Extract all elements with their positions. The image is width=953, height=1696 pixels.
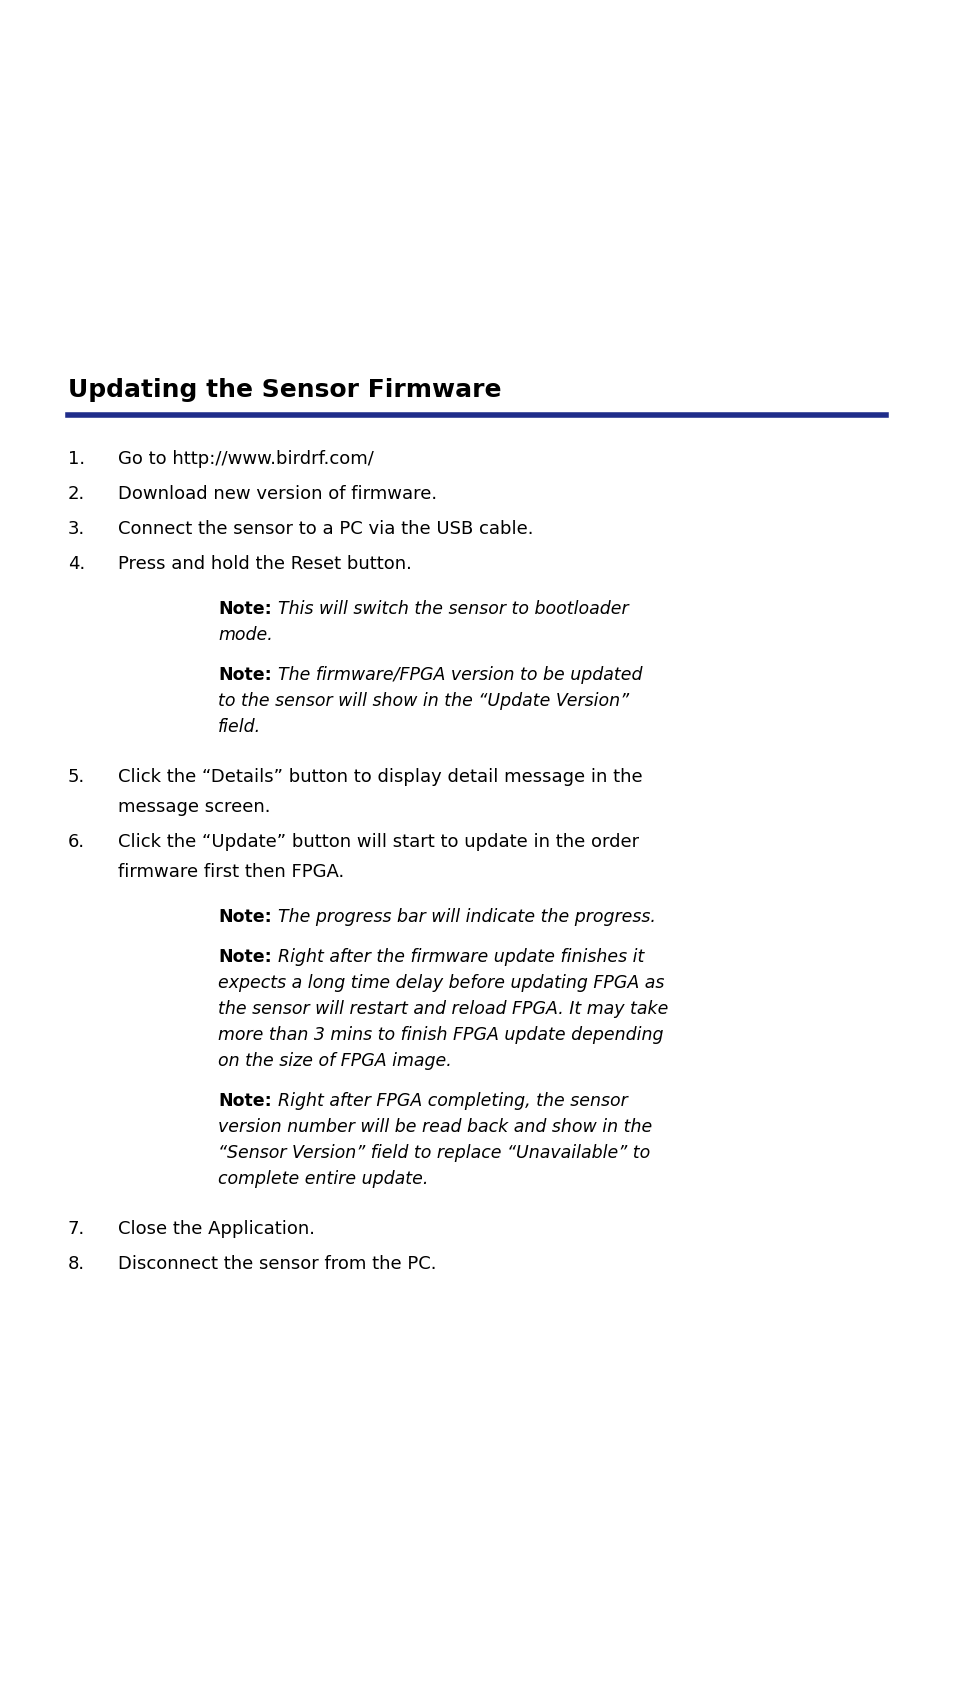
Text: 1.: 1. xyxy=(68,449,85,468)
Text: Press and hold the Reset button.: Press and hold the Reset button. xyxy=(118,555,412,573)
Text: Connect the sensor to a PC via the USB cable.: Connect the sensor to a PC via the USB c… xyxy=(118,521,533,538)
Text: Close the Application.: Close the Application. xyxy=(118,1219,314,1238)
Text: the sensor will restart and reload FPGA. It may take: the sensor will restart and reload FPGA.… xyxy=(218,1001,668,1018)
Text: 7.: 7. xyxy=(68,1219,85,1238)
Text: Go to http://www.birdrf.com/: Go to http://www.birdrf.com/ xyxy=(118,449,374,468)
Text: This will switch the sensor to bootloader: This will switch the sensor to bootloade… xyxy=(277,600,628,617)
Text: 6.: 6. xyxy=(68,833,85,851)
Text: Note:: Note: xyxy=(218,948,272,967)
Text: Click the “Details” button to display detail message in the: Click the “Details” button to display de… xyxy=(118,768,642,785)
Text: Disconnect the sensor from the PC.: Disconnect the sensor from the PC. xyxy=(118,1255,436,1274)
Text: Note:: Note: xyxy=(218,1092,272,1109)
Text: 4.: 4. xyxy=(68,555,85,573)
Text: The firmware/FPGA version to be updated: The firmware/FPGA version to be updated xyxy=(277,667,641,683)
Text: Note:: Note: xyxy=(218,667,272,683)
Text: more than 3 mins to finish FPGA update depending: more than 3 mins to finish FPGA update d… xyxy=(218,1026,662,1045)
Text: 8.: 8. xyxy=(68,1255,85,1274)
Text: “Sensor Version” field to replace “Unavailable” to: “Sensor Version” field to replace “Unava… xyxy=(218,1145,650,1162)
Text: field.: field. xyxy=(218,717,261,736)
Text: Right after FPGA completing, the sensor: Right after FPGA completing, the sensor xyxy=(277,1092,627,1109)
Text: mode.: mode. xyxy=(218,626,273,644)
Text: message screen.: message screen. xyxy=(118,799,271,816)
Text: 3.: 3. xyxy=(68,521,85,538)
Text: to the sensor will show in the “Update Version”: to the sensor will show in the “Update V… xyxy=(218,692,628,711)
Text: version number will be read back and show in the: version number will be read back and sho… xyxy=(218,1118,652,1136)
Text: complete entire update.: complete entire update. xyxy=(218,1170,428,1187)
Text: Updating the Sensor Firmware: Updating the Sensor Firmware xyxy=(68,378,501,402)
Text: 2.: 2. xyxy=(68,485,85,504)
Text: The progress bar will indicate the progress.: The progress bar will indicate the progr… xyxy=(277,907,656,926)
Text: 5.: 5. xyxy=(68,768,85,785)
Text: Download new version of firmware.: Download new version of firmware. xyxy=(118,485,436,504)
Text: Click the “Update” button will start to update in the order: Click the “Update” button will start to … xyxy=(118,833,639,851)
Text: on the size of FPGA image.: on the size of FPGA image. xyxy=(218,1052,452,1070)
Text: expects a long time delay before updating FPGA as: expects a long time delay before updatin… xyxy=(218,974,663,992)
Text: Right after the firmware update finishes it: Right after the firmware update finishes… xyxy=(277,948,643,967)
Text: Note:: Note: xyxy=(218,600,272,617)
Text: firmware first then FPGA.: firmware first then FPGA. xyxy=(118,863,344,880)
Text: Note:: Note: xyxy=(218,907,272,926)
